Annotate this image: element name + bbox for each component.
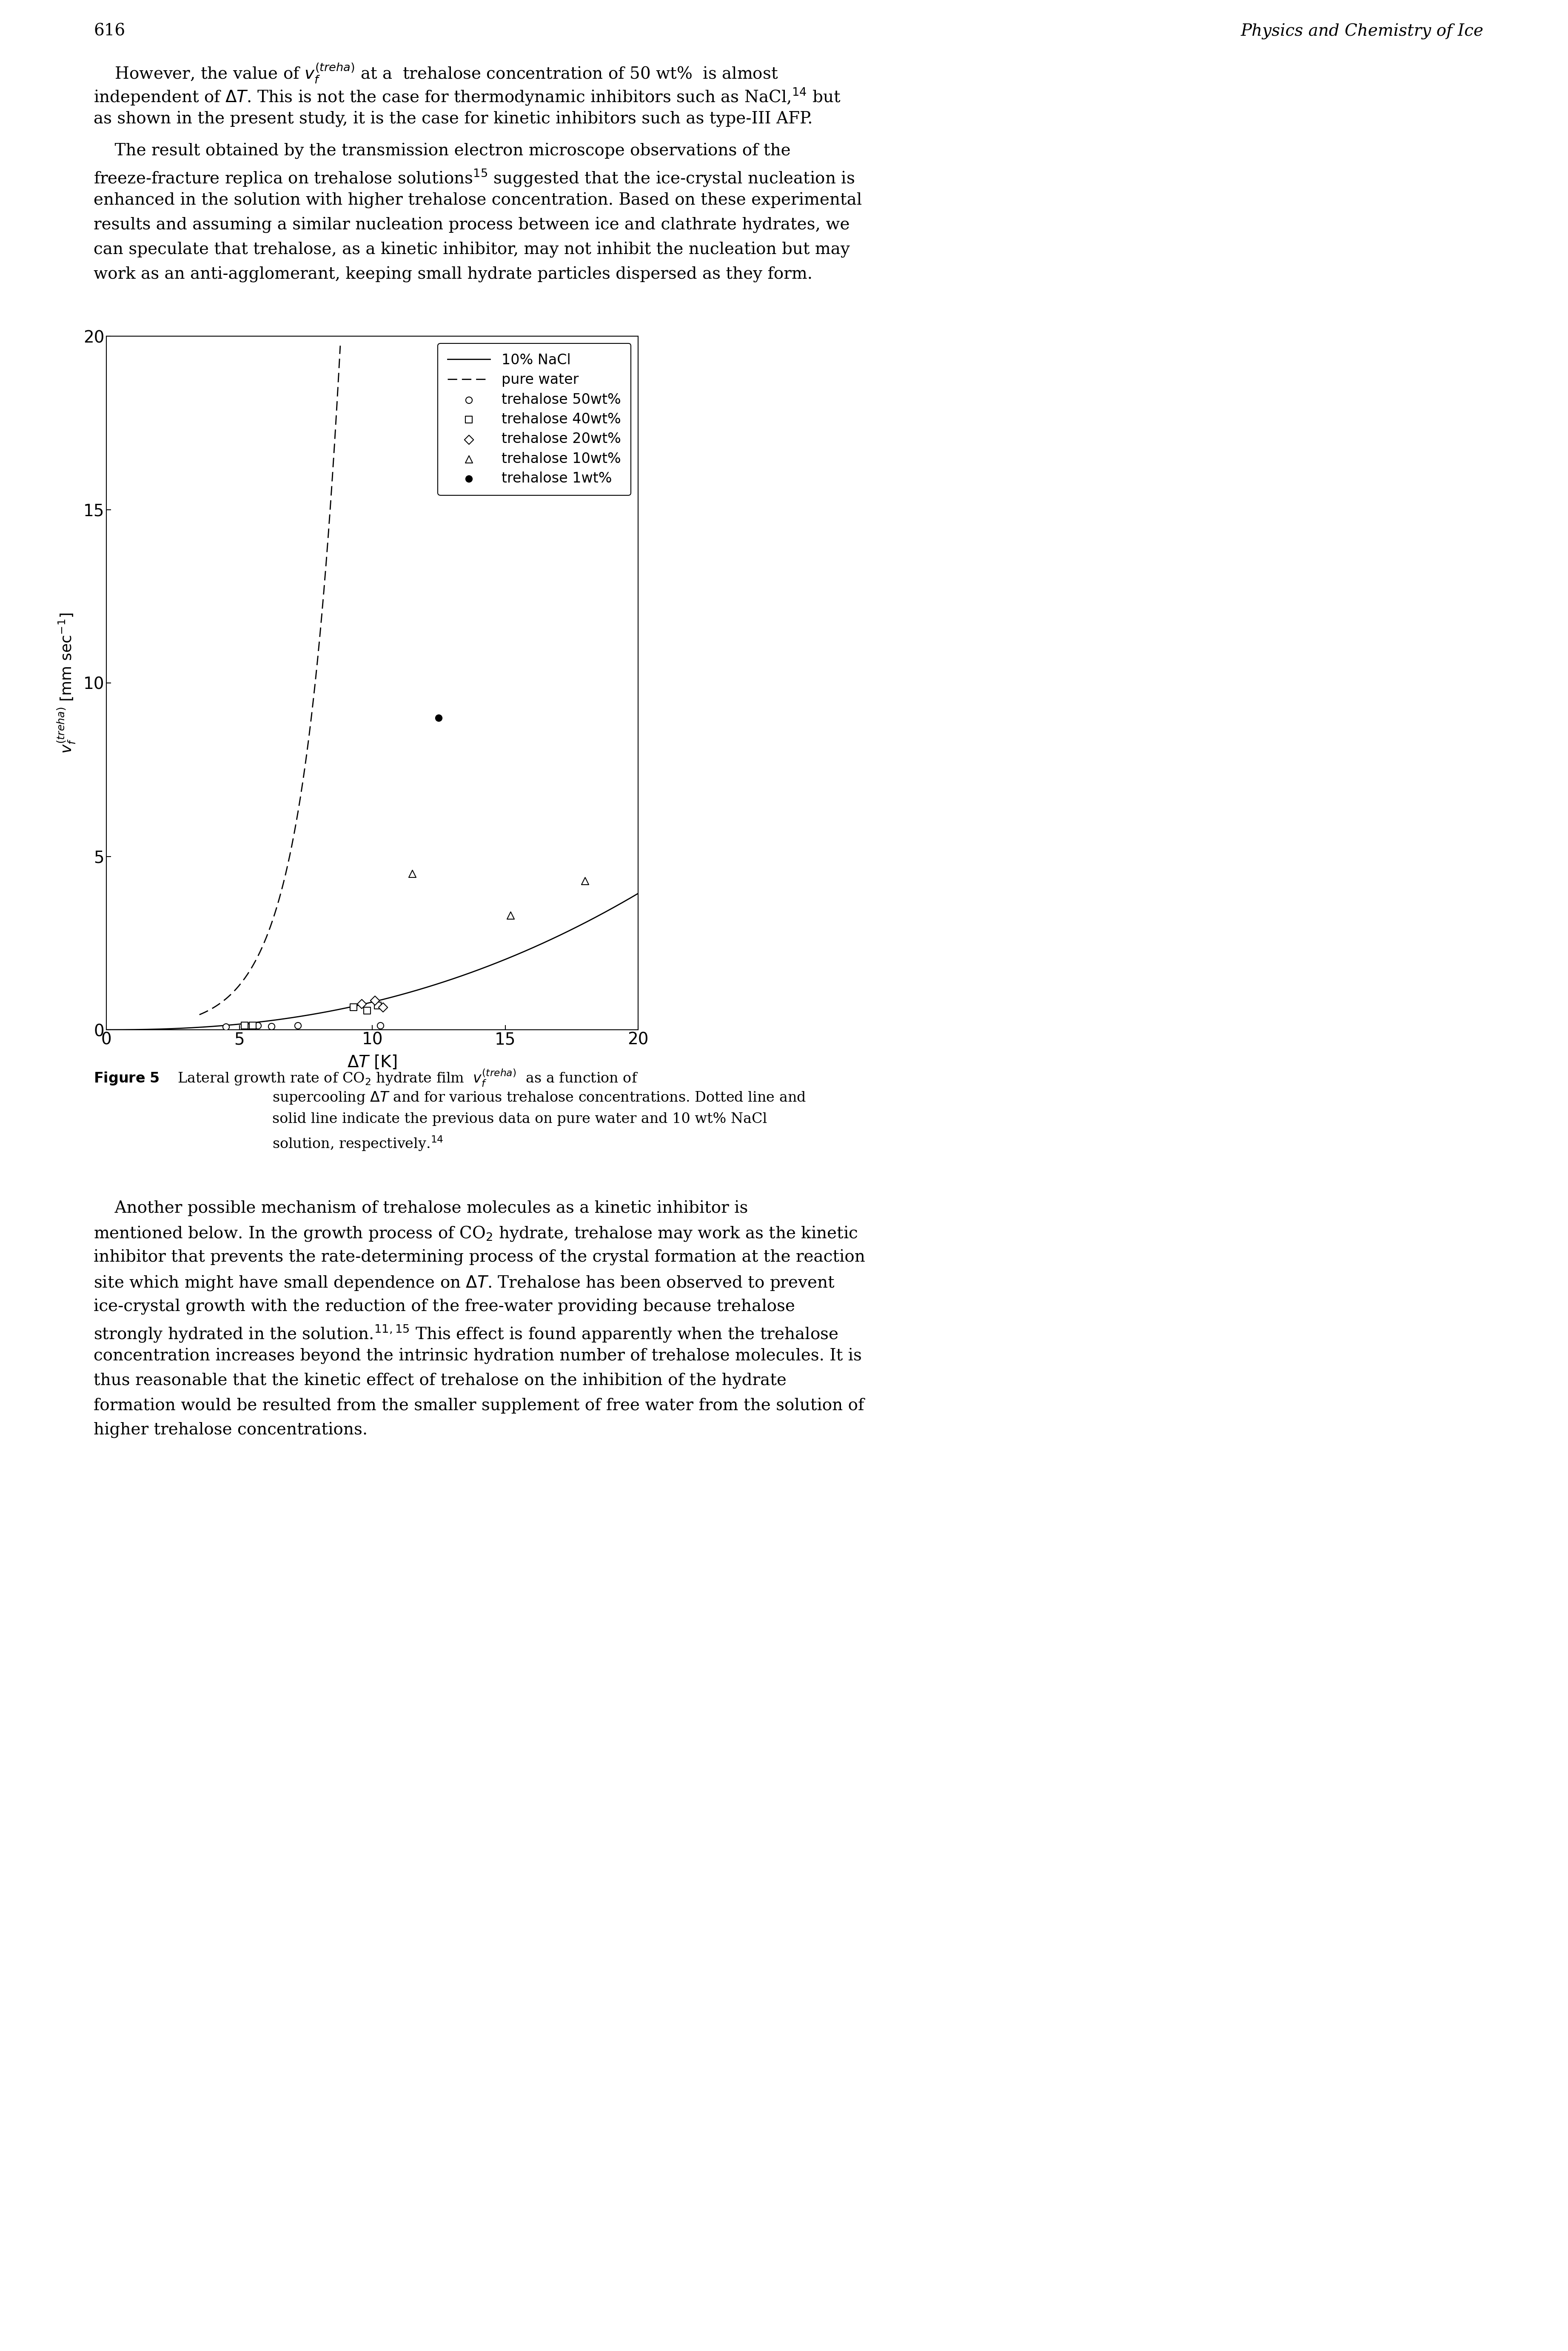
Text: 616: 616 bbox=[94, 24, 125, 40]
Text: strongly hydrated in the solution.$^{11,15}$ This effect is found apparently whe: strongly hydrated in the solution.$^{11,… bbox=[94, 1324, 837, 1342]
trehalose 40wt% bbox=[240, 1006, 265, 1044]
Text: formation would be resulted from the smaller supplement of free water from the s: formation would be resulted from the sma… bbox=[94, 1396, 864, 1413]
Line: pure water: pure water bbox=[199, 346, 340, 1016]
trehalose 40wt% bbox=[365, 987, 390, 1025]
Text: thus reasonable that the kinetic effect of trehalose on the inhibition of the hy: thus reasonable that the kinetic effect … bbox=[94, 1373, 786, 1389]
pure water bbox=[190, 1002, 209, 1030]
Text: concentration increases beyond the intrinsic hydration number of trehalose molec: concentration increases beyond the intri… bbox=[94, 1347, 861, 1364]
Line: 10% NaCl: 10% NaCl bbox=[107, 893, 638, 1030]
Text: However, the value of $v_f^{(treha)}$ at a  trehalose concentration of 50 wt%  i: However, the value of $v_f^{(treha)}$ at… bbox=[94, 61, 778, 85]
Text: site which might have small dependence on $\Delta T$. Trehalose has been observe: site which might have small dependence o… bbox=[94, 1274, 834, 1293]
pure water bbox=[254, 931, 273, 959]
trehalose 50wt% bbox=[259, 1009, 284, 1046]
Text: solution, respectively.$^{14}$: solution, respectively.$^{14}$ bbox=[273, 1136, 444, 1152]
trehalose 20wt% bbox=[350, 985, 375, 1023]
trehalose 20wt% bbox=[370, 987, 395, 1025]
pure water bbox=[326, 418, 345, 447]
Y-axis label: $v_f^{(treha)}$ [mm sec$^{-1}$]: $v_f^{(treha)}$ [mm sec$^{-1}$] bbox=[56, 614, 77, 752]
trehalose 50wt% bbox=[285, 1006, 310, 1044]
10% NaCl bbox=[546, 924, 564, 952]
trehalose 20wt% bbox=[362, 980, 387, 1018]
Text: enhanced in the solution with higher trehalose concentration. Based on these exp: enhanced in the solution with higher tre… bbox=[94, 193, 862, 209]
pure water bbox=[240, 957, 259, 985]
Text: inhibitor that prevents the rate-determining process of the crystal formation at: inhibitor that prevents the rate-determi… bbox=[94, 1248, 866, 1265]
trehalose 40wt% bbox=[354, 992, 379, 1030]
Text: can speculate that trehalose, as a kinetic inhibitor, may not inhibit the nuclea: can speculate that trehalose, as a kinet… bbox=[94, 242, 850, 259]
X-axis label: $\Delta T$ [K]: $\Delta T$ [K] bbox=[347, 1053, 397, 1070]
10% NaCl bbox=[629, 879, 648, 907]
trehalose 50wt% bbox=[245, 1006, 270, 1044]
Text: supercooling $\Delta T$ and for various trehalose concentrations. Dotted line an: supercooling $\Delta T$ and for various … bbox=[273, 1091, 806, 1105]
10% NaCl bbox=[412, 976, 431, 1004]
Text: ice-crystal growth with the reduction of the free-water providing because trehal: ice-crystal growth with the reduction of… bbox=[94, 1298, 795, 1314]
Text: Another possible mechanism of trehalose molecules as a kinetic inhibitor is: Another possible mechanism of trehalose … bbox=[94, 1199, 748, 1215]
trehalose 40wt% bbox=[232, 1006, 257, 1044]
trehalose 10wt% bbox=[497, 896, 522, 933]
trehalose 40wt% bbox=[340, 987, 365, 1025]
10% NaCl bbox=[97, 1016, 116, 1044]
Text: mentioned below. In the growth process of CO$_2$ hydrate, trehalose may work as : mentioned below. In the growth process o… bbox=[94, 1225, 858, 1244]
10% NaCl bbox=[414, 973, 433, 1002]
Text: solid line indicate the previous data on pure water and 10 wt% NaCl: solid line indicate the previous data on… bbox=[273, 1112, 767, 1126]
Legend: 10% NaCl, pure water, trehalose 50wt%, trehalose 40wt%, trehalose 20wt%, trehalo: 10% NaCl, pure water, trehalose 50wt%, t… bbox=[437, 343, 630, 496]
pure water bbox=[331, 331, 350, 360]
pure water bbox=[312, 609, 331, 637]
Text: results and assuming a similar nucleation process between ice and clathrate hydr: results and assuming a similar nucleatio… bbox=[94, 216, 850, 233]
10% NaCl bbox=[422, 971, 441, 999]
trehalose 1wt% bbox=[426, 698, 452, 736]
Text: higher trehalose concentrations.: higher trehalose concentrations. bbox=[94, 1422, 367, 1439]
trehalose 50wt% bbox=[367, 1006, 392, 1044]
Text: $\mathbf{Figure\ 5}$    Lateral growth rate of CO$_2$ hydrate film  $v_f^{(treha: $\mathbf{Figure\ 5}$ Lateral growth rate… bbox=[94, 1067, 638, 1089]
Text: The result obtained by the transmission electron microscope observations of the: The result obtained by the transmission … bbox=[94, 143, 790, 160]
trehalose 10wt% bbox=[400, 856, 425, 893]
trehalose 10wt% bbox=[572, 863, 597, 900]
Text: as shown in the present study, it is the case for kinetic inhibitors such as typ: as shown in the present study, it is the… bbox=[94, 110, 812, 127]
Text: independent of $\Delta T$. This is not the case for thermodynamic inhibitors suc: independent of $\Delta T$. This is not t… bbox=[94, 87, 840, 106]
trehalose 50wt% bbox=[213, 1009, 238, 1046]
Text: Physics and Chemistry of Ice: Physics and Chemistry of Ice bbox=[1240, 24, 1483, 40]
Text: work as an anti-agglomerant, keeping small hydrate particles dispersed as they f: work as an anti-agglomerant, keeping sma… bbox=[94, 266, 812, 282]
10% NaCl bbox=[579, 907, 597, 936]
trehalose 50wt% bbox=[237, 1009, 262, 1046]
pure water bbox=[262, 910, 281, 938]
pure water bbox=[320, 503, 339, 531]
Text: freeze-fracture replica on trehalose solutions$^{15}$ suggested that the ice-cry: freeze-fracture replica on trehalose sol… bbox=[94, 167, 855, 188]
10% NaCl bbox=[99, 1016, 118, 1044]
